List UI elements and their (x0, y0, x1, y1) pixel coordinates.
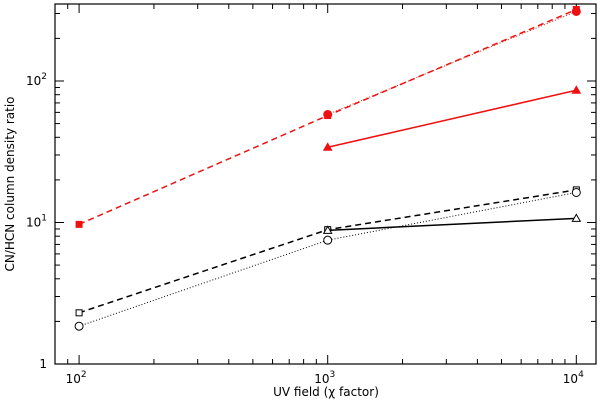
y-tick-label: 101 (26, 213, 47, 229)
series-line-0 (78, 189, 577, 314)
series-line-5 (327, 89, 577, 149)
series-4-point (571, 6, 581, 16)
plot-frame (54, 3, 597, 365)
x-axis-label-end: factor) (335, 385, 379, 399)
x-tick-label: 104 (563, 370, 584, 386)
series-1-point (323, 235, 333, 245)
y-axis-label: CN/HCN column density ratio (3, 96, 17, 271)
series-0-point (75, 309, 83, 317)
series-line-2 (327, 217, 577, 232)
x-axis-label-main: UV field ( (273, 385, 328, 399)
x-axis-label-symbol: χ (328, 385, 335, 399)
series-4-point (323, 109, 333, 119)
series-5-point (322, 142, 333, 151)
x-tick-label: 103 (314, 370, 335, 386)
series-1-point (571, 187, 581, 197)
series-layer (74, 6, 582, 331)
series-1-point (74, 321, 84, 331)
y-tick-label: 102 (26, 72, 47, 88)
x-tick-label: 102 (66, 370, 87, 386)
series-3-point (75, 220, 83, 228)
axis-ticks: 102 103 104 1 101 102 (26, 4, 596, 386)
series-line-1 (78, 191, 577, 327)
series-5-point (571, 85, 582, 94)
y-tick-label: 1 (39, 357, 47, 371)
series-2-point (322, 225, 333, 234)
x-axis-label: UV field (χ factor) (273, 385, 379, 399)
series-2-point (571, 213, 582, 222)
